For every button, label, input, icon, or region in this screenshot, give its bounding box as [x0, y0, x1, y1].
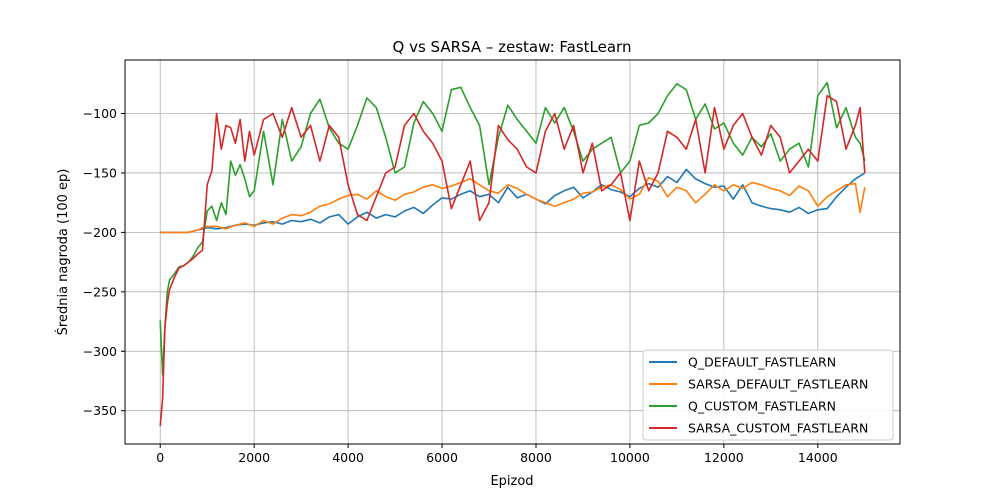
x-tick-label: 12000	[704, 450, 744, 465]
x-axis-label: Epizod	[490, 474, 533, 489]
x-tick-label: 8000	[520, 450, 552, 465]
plot-frame	[124, 59, 901, 445]
legend-label: Q_DEFAULT_FASTLEARN	[688, 355, 836, 370]
legend-label: Q_CUSTOM_FASTLEARN	[688, 399, 836, 414]
x-tick-label: 10000	[610, 450, 650, 465]
series-line-q-custom-fastlearn	[159, 81, 866, 376]
y-axis-label: Średnia nagroda (100 ep)	[55, 169, 71, 336]
y-tick-label: −300	[83, 344, 117, 359]
x-tick-label: 0	[156, 450, 164, 465]
series-line-sarsa-default-fastlearn	[160, 176, 866, 234]
y-axis: −350 −300 −250 −200 −150 −100	[83, 106, 125, 418]
y-tick-label: −100	[83, 106, 117, 121]
x-tick-label: 2000	[238, 450, 270, 465]
y-tick-label: −250	[83, 284, 117, 299]
chart-title: Q vs SARSA – zestaw: FastLearn	[393, 38, 632, 56]
x-axis: 0 2000 4000 6000 8000 10000 12000 14000	[156, 444, 838, 465]
y-tick-label: −200	[83, 225, 117, 240]
legend-label: SARSA_CUSTOM_FASTLEARN	[688, 421, 868, 436]
x-tick-label: 14000	[798, 450, 838, 465]
series-line-sarsa-custom-fastlearn	[159, 94, 866, 427]
y-tick-label: −350	[83, 403, 117, 418]
y-tick-label: −150	[83, 165, 117, 180]
x-tick-label: 6000	[426, 450, 458, 465]
x-tick-label: 4000	[332, 450, 364, 465]
legend: Q_DEFAULT_FASTLEARN SARSA_DEFAULT_FASTLEA…	[642, 349, 894, 441]
series-group	[159, 81, 866, 427]
legend-label: SARSA_DEFAULT_FASTLEARN	[688, 377, 868, 392]
legend-box	[642, 349, 894, 441]
